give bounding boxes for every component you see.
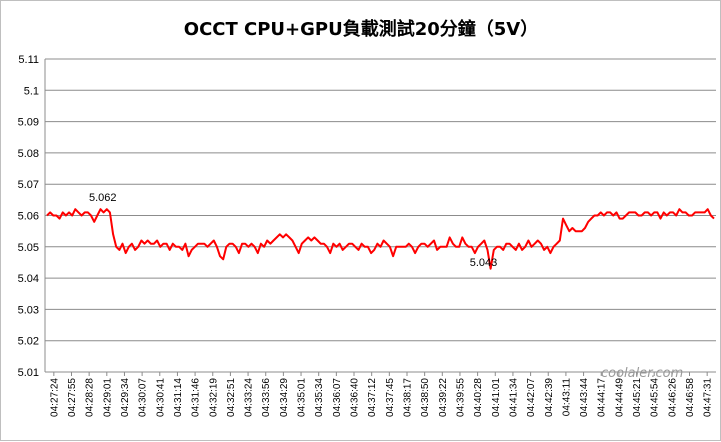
x-tick-label-16: 04:36:07 [332, 378, 343, 417]
x-tick-label-8: 04:31:46 [191, 378, 202, 417]
y-tick-label-3: 5.04 [18, 273, 39, 285]
y-tick-label-2: 5.03 [18, 304, 39, 316]
annotations: 5.062 5.043 [89, 192, 497, 269]
chart-title: OCCT CPU+GPU負載測試20分鐘（5V） [184, 18, 538, 40]
y-tick-label-4: 5.05 [18, 242, 39, 254]
x-tick-label-4: 04:29:34 [120, 378, 131, 417]
x-tick-label-18: 04:37:12 [367, 378, 378, 417]
x-tick-label-26: 04:41:34 [508, 378, 519, 417]
x-tick-label-7: 04:31:14 [173, 378, 184, 417]
x-tick-label-3: 04:29:01 [102, 378, 113, 417]
y-tick-label-7: 5.08 [18, 148, 39, 160]
watermark: coolaler.com [601, 366, 683, 381]
x-tick-label-25: 04:41:01 [491, 378, 502, 417]
x-tick-label-11: 04:33:24 [244, 378, 255, 417]
x-tick-label-12: 04:33:56 [261, 378, 272, 417]
x-tick-label-23: 04:39:55 [455, 378, 466, 417]
axes [44, 59, 716, 376]
data-label-1: 5.043 [470, 257, 498, 269]
x-tick-label-19: 04:37:45 [385, 378, 396, 417]
y-tick-label-8: 5.09 [18, 117, 39, 129]
x-tick-label-36: 04:46:58 [685, 378, 696, 417]
x-tick-label-1: 04:27:55 [67, 378, 78, 417]
x-tick-label-30: 04:43:44 [579, 378, 590, 417]
x-tick-label-31: 04:44:17 [597, 378, 608, 417]
x-tick-label-35: 04:46:26 [667, 378, 678, 417]
x-tick-label-2: 04:28:28 [85, 378, 96, 417]
series-group [46, 208, 715, 270]
y-tick-label-9: 5.1 [24, 85, 39, 97]
gridlines [45, 58, 716, 373]
watermark-text: coolaler.com [601, 366, 683, 381]
series-line-0 [46, 208, 715, 270]
x-tick-label-32: 04:44:49 [614, 378, 625, 417]
x-tick-label-29: 04:43:11 [561, 378, 572, 417]
y-tick-label-5: 5.06 [18, 211, 39, 223]
x-tick-label-5: 04:30:07 [138, 378, 149, 417]
x-tick-labels: 04:27:24 04:27:55 04:28:28 04:29:01 04:29:34… [49, 378, 713, 417]
x-tick-label-24: 04:40:28 [473, 378, 484, 417]
x-tick-label-37: 04:47:31 [703, 378, 714, 417]
x-tick-label-15: 04:35:34 [314, 378, 325, 417]
y-tick-labels: 5.01 5.02 5.03 5.04 5.05 5.06 5.07 5.08 5.09 5.1 5… [18, 54, 39, 379]
x-tick-label-0: 04:27:24 [49, 378, 60, 417]
y-tick-label-10: 5.11 [18, 54, 39, 66]
y-tick-label-6: 5.07 [18, 179, 39, 191]
x-tick-label-6: 04:30:41 [155, 378, 166, 417]
x-tick-label-14: 04:35:01 [297, 378, 308, 417]
x-tick-label-13: 04:34:29 [279, 378, 290, 417]
y-tick-label-0: 5.01 [18, 367, 39, 379]
x-tick-label-17: 04:36:40 [350, 378, 361, 417]
x-tick-label-22: 04:39:22 [438, 378, 449, 417]
x-tick-label-20: 04:38:17 [402, 378, 413, 417]
x-tick-label-9: 04:32:19 [208, 378, 219, 417]
x-tick-label-10: 04:32:51 [226, 378, 237, 417]
x-tick-label-33: 04:45:21 [632, 378, 643, 417]
data-label-0: 5.062 [89, 192, 117, 204]
x-tick-label-27: 04:42:07 [526, 378, 537, 417]
x-tick-label-28: 04:42:39 [544, 378, 555, 417]
x-tick-label-21: 04:38:50 [420, 378, 431, 417]
x-tick-label-34: 04:45:54 [650, 378, 661, 417]
y-tick-label-1: 5.02 [18, 336, 39, 348]
